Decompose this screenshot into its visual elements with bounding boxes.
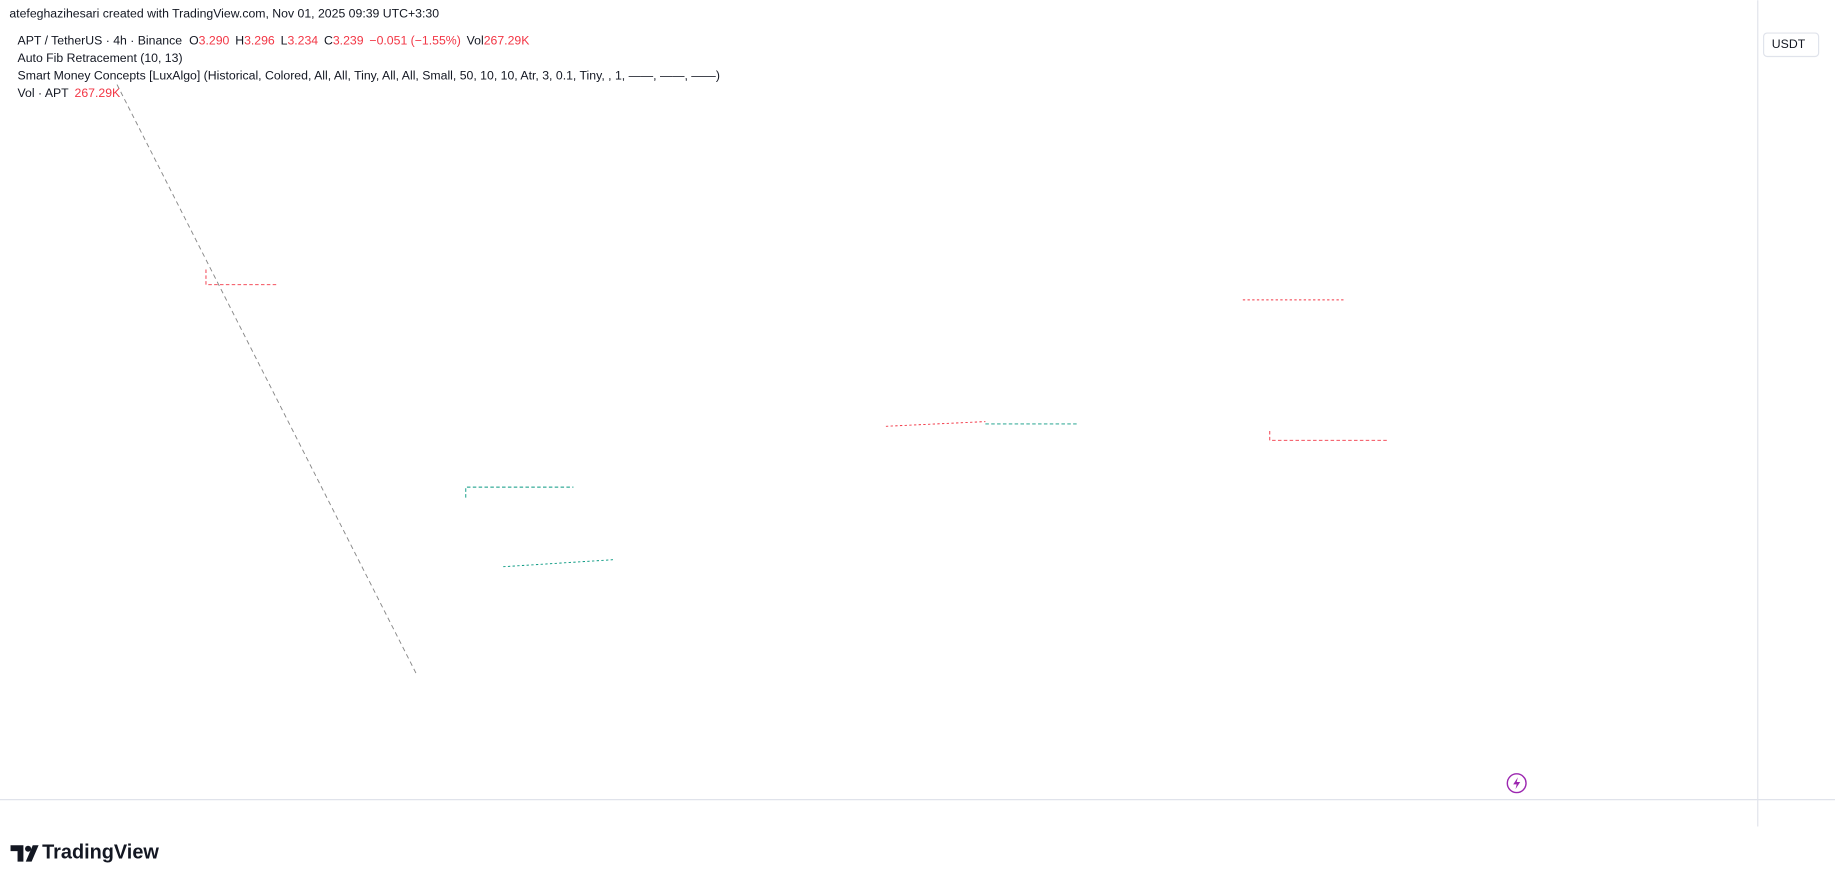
logo-dot	[25, 845, 32, 852]
symbol: APT / TetherUS · 4h · Binance	[18, 34, 183, 48]
smc-line	[205, 269, 279, 286]
volume-legend: Vol · APT 267.29K	[18, 86, 122, 100]
volume-value: 267.29K	[75, 86, 122, 100]
price-axis	[1757, 0, 1835, 827]
credit: atefeghazihesari created with TradingVie…	[9, 7, 439, 21]
legend: APT / TetherUS · 4h · Binance O3.290 H3.29…	[18, 34, 531, 48]
legend-value: 3.234	[287, 34, 318, 48]
legend-key: O	[189, 34, 199, 48]
legend-key: Vol	[467, 34, 484, 48]
legend-key: H	[235, 34, 244, 48]
legend-value: 3.239	[333, 34, 364, 48]
legend-value: 3.290	[199, 34, 230, 48]
legend-value: 3.296	[244, 34, 275, 48]
indicator: Auto Fib Retracement (10, 13)	[18, 51, 183, 65]
brand: TradingView	[42, 842, 159, 864]
logo	[10, 845, 39, 862]
change: −0.051 (−1.55%)	[369, 34, 460, 48]
smc-line	[465, 486, 574, 498]
volume-label: Vol · APT	[18, 86, 70, 100]
legend-value: 267.29K	[484, 34, 531, 48]
logo-mark	[10, 845, 39, 862]
legend-key: L	[281, 34, 288, 48]
indicator: Smart Money Concepts [LuxAlgo] (Historic…	[18, 69, 720, 83]
currency: USDT	[1772, 37, 1806, 51]
legend-key: C	[324, 34, 333, 48]
fib-line	[116, 84, 418, 675]
smc-line	[1269, 430, 1387, 441]
alert-bolt	[1513, 777, 1521, 790]
currency-box[interactable]	[1763, 32, 1820, 58]
